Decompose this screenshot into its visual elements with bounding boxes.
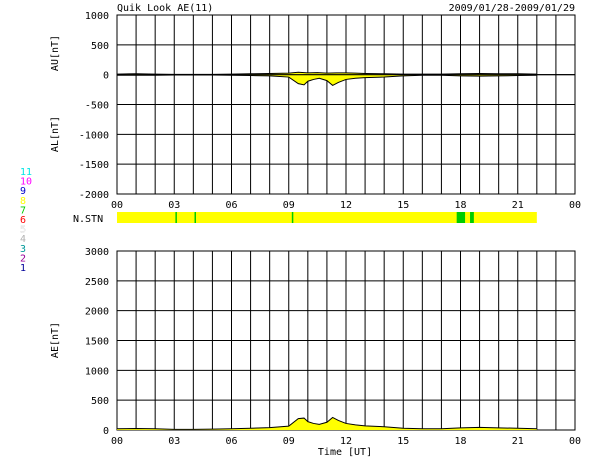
legend-entry: 9 [20, 186, 26, 197]
x-tick-label: 03 [168, 200, 180, 211]
x-axis-label: Time [UT] [318, 447, 372, 458]
ae-area [117, 417, 537, 430]
legend-entry: 3 [20, 244, 26, 255]
y-tick-label: -1500 [79, 160, 109, 171]
al-area [117, 74, 537, 86]
x-tick-label: 12 [340, 200, 352, 211]
y-tick-label: 0 [103, 426, 109, 437]
y-tick-label: -500 [85, 101, 109, 112]
x-tick-label: 00 [569, 200, 581, 211]
y-tick-label: 500 [91, 396, 109, 407]
legend-entry: 4 [20, 234, 26, 245]
x-tick-label: 00 [569, 436, 581, 447]
au-axis-label: AU[nT] [50, 35, 61, 71]
x-tick-label: 09 [283, 436, 295, 447]
legend-entry: 11 [20, 167, 32, 178]
y-tick-label: 1500 [85, 337, 109, 348]
y-tick-label: 1000 [85, 11, 109, 22]
legend-entry: 6 [20, 215, 26, 226]
stn-bar-fill [117, 212, 537, 223]
legend-entry: 2 [20, 253, 26, 264]
x-tick-label: 06 [225, 436, 237, 447]
legend-entry: 5 [20, 225, 26, 236]
y-tick-label: 2000 [85, 307, 109, 318]
x-tick-label: 06 [225, 200, 237, 211]
y-tick-label: 1000 [85, 366, 109, 377]
y-tick-label: 3000 [85, 247, 109, 258]
date-range: 2009/01/28-2009/01/29 [449, 3, 575, 14]
y-tick-label: 0 [103, 71, 109, 82]
x-tick-label: 00 [111, 436, 123, 447]
x-tick-label: 21 [512, 200, 524, 211]
x-tick-label: 12 [340, 436, 352, 447]
legend-entry: 10 [20, 177, 32, 188]
ae-axis-label: AE[nT] [50, 322, 61, 358]
y-tick-label: -2000 [79, 190, 109, 201]
al-axis-label: AL[nT] [50, 116, 61, 152]
stn-drop-block [456, 212, 465, 223]
legend-entry: 8 [20, 196, 26, 207]
x-tick-label: 15 [397, 436, 409, 447]
legend-entry: 1 [20, 263, 26, 274]
x-tick-label: 18 [454, 200, 466, 211]
stn-label: N.STN [73, 214, 103, 225]
station-bar [117, 212, 537, 223]
y-tick-label: 2500 [85, 277, 109, 288]
y-tick-label: -1000 [79, 130, 109, 141]
legend-entry: 7 [20, 205, 26, 216]
x-tick-label: 18 [454, 436, 466, 447]
ae-line [116, 416, 537, 430]
x-tick-label: 15 [397, 200, 409, 211]
x-tick-label: 03 [168, 436, 180, 447]
x-tick-label: 21 [512, 436, 524, 447]
y-tick-label: 500 [91, 41, 109, 52]
chart-title: Quik Look AE(11) [117, 3, 213, 14]
x-tick-label: 09 [283, 200, 295, 211]
x-tick-label: 00 [111, 200, 123, 211]
